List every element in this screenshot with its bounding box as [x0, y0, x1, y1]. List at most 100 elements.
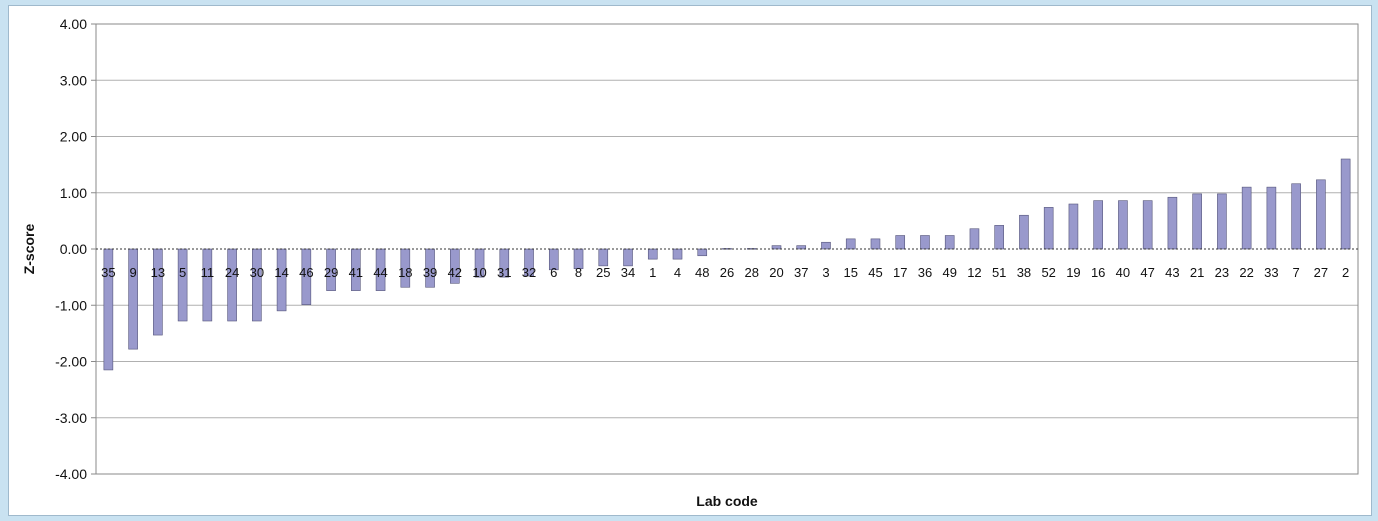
- category-labels: 35 9 13 5 11 24 30 14 46 29 41 44 18 39 42 10 31 32 6 8 25 34…: [101, 265, 1349, 280]
- category-label: 21: [1190, 265, 1204, 280]
- bar-lab-23: [1217, 193, 1227, 250]
- category-label: 2: [1342, 265, 1349, 280]
- y-tick-label: -1.00: [55, 297, 87, 313]
- category-label: 40: [1116, 265, 1130, 280]
- category-label: 25: [596, 265, 610, 280]
- y-tick-label: 0.00: [60, 241, 87, 257]
- category-label: 28: [745, 265, 759, 280]
- category-label: 41: [349, 265, 363, 280]
- bar-lab-11: [202, 248, 213, 322]
- category-label: 4: [674, 265, 681, 280]
- category-label: 12: [967, 265, 981, 280]
- y-tick-labels: 4.00 3.00 2.00 1.00 0.00 -1.00 -2.00 -3.00 -4.00: [55, 16, 96, 482]
- category-label: 24: [225, 265, 239, 280]
- y-tick-label: -3.00: [55, 410, 87, 426]
- category-label: 27: [1314, 265, 1328, 280]
- y-axis-title: Z-score: [21, 224, 37, 275]
- category-label: 32: [522, 265, 536, 280]
- bar-lab-43: [1167, 196, 1178, 250]
- bar-lab-5: [177, 248, 188, 322]
- category-label: 36: [918, 265, 932, 280]
- category-label: 35: [101, 265, 115, 280]
- bar-lab-22: [1241, 186, 1252, 250]
- category-label: 44: [373, 265, 387, 280]
- bar-lab-36: [920, 235, 930, 250]
- bar-lab-13: [153, 248, 163, 336]
- bar-lab-30: [252, 248, 262, 322]
- y-tick-label: -2.00: [55, 354, 87, 370]
- y-tick-label: 3.00: [60, 72, 87, 88]
- category-label: 14: [274, 265, 288, 280]
- bar-lab-39: [425, 248, 435, 288]
- category-label: 43: [1165, 265, 1179, 280]
- bar-lab-27: [1316, 179, 1326, 250]
- category-label: 49: [942, 265, 956, 280]
- category-label: 11: [201, 265, 215, 280]
- category-label: 19: [1066, 265, 1080, 280]
- bar-lab-24: [227, 248, 237, 322]
- bar-lab-15: [845, 238, 856, 250]
- x-axis-title: Lab code: [696, 493, 758, 509]
- category-label: 22: [1239, 265, 1253, 280]
- chart-svg: 4.00 3.00 2.00 1.00 0.00 -1.00 -2.00 -3.00 -4.00…: [21, 16, 1359, 509]
- bar-lab-26: [722, 248, 732, 250]
- category-label: 29: [324, 265, 338, 280]
- category-label: 8: [575, 265, 582, 280]
- category-label: 13: [151, 265, 165, 280]
- y-tick-label: 2.00: [60, 129, 87, 145]
- bar-lab-49: [944, 235, 955, 250]
- y-tick-label: -4.00: [55, 466, 87, 482]
- bar-lab-20: [771, 245, 782, 250]
- category-label: 45: [868, 265, 882, 280]
- category-label: 16: [1091, 265, 1105, 280]
- category-label: 39: [423, 265, 437, 280]
- bar-lab-3: [821, 241, 831, 250]
- category-label: 26: [720, 265, 734, 280]
- category-label: 5: [179, 265, 186, 280]
- bar-lab-1: [647, 248, 658, 260]
- bar-lab-10: [474, 248, 485, 278]
- category-label: 51: [992, 265, 1006, 280]
- bar-lab-2: [1340, 158, 1351, 250]
- category-label: 15: [843, 265, 857, 280]
- category-label: 1: [649, 265, 656, 280]
- category-label: 30: [250, 265, 264, 280]
- bar-lab-48: [697, 248, 708, 257]
- bar-lab-12: [969, 228, 980, 250]
- category-label: 18: [398, 265, 412, 280]
- category-label: 47: [1140, 265, 1154, 280]
- category-label: 9: [130, 265, 137, 280]
- bar-lab-19: [1068, 203, 1079, 250]
- bar-lab-34: [623, 248, 633, 267]
- category-label: 42: [448, 265, 462, 280]
- bar-lab-52: [1043, 207, 1054, 250]
- bar-lab-17: [895, 235, 906, 250]
- category-label: 37: [794, 265, 808, 280]
- bar-lab-37: [796, 245, 807, 250]
- bar-lab-4: [672, 248, 683, 260]
- y-tick-label: 1.00: [60, 185, 87, 201]
- bar-lab-45: [870, 238, 881, 250]
- category-label: 3: [822, 265, 829, 280]
- bar-lab-51: [994, 225, 1004, 250]
- category-label: 20: [769, 265, 783, 280]
- category-label: 31: [497, 265, 511, 280]
- category-label: 23: [1215, 265, 1229, 280]
- category-label: 38: [1017, 265, 1031, 280]
- bar-lab-41: [351, 248, 361, 291]
- bar-lab-38: [1019, 214, 1029, 250]
- bar-lab-46: [301, 248, 312, 305]
- bar-lab-25: [598, 248, 609, 267]
- bar-lab-47: [1142, 200, 1153, 250]
- category-label: 6: [550, 265, 557, 280]
- bar-lab-8: [573, 248, 584, 269]
- bar-lab-7: [1291, 183, 1301, 250]
- bar-lab-42: [450, 248, 460, 284]
- category-label: 10: [472, 265, 486, 280]
- category-label: 7: [1293, 265, 1300, 280]
- grid-layer: [96, 23, 1358, 475]
- y-tick-label: 4.00: [60, 16, 87, 32]
- bar-lab-33: [1266, 186, 1277, 250]
- chart-frame: 4.00 3.00 2.00 1.00 0.00 -1.00 -2.00 -3.00 -4.00…: [8, 5, 1372, 516]
- category-label: 46: [299, 265, 313, 280]
